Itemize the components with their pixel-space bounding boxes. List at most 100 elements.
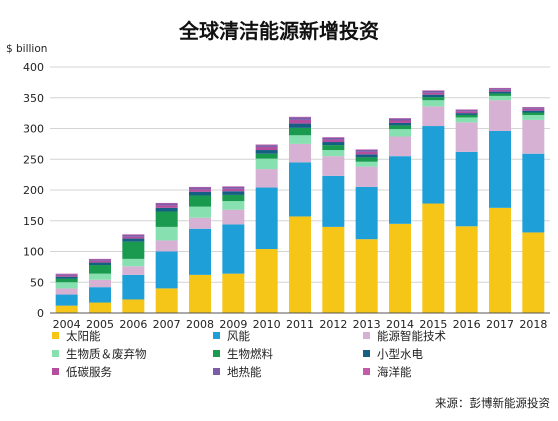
bar-segment <box>455 151 478 227</box>
x-tick-label: 2015 <box>419 318 447 331</box>
bar-segment <box>522 106 545 108</box>
bar-segment <box>289 117 311 120</box>
bar-segment <box>322 139 345 143</box>
bar-segment <box>389 129 411 137</box>
bar-segment <box>355 239 378 313</box>
bar-stack <box>189 186 211 313</box>
bar-segment <box>422 97 445 101</box>
legend-item: 海洋能 <box>363 365 412 379</box>
x-tick-label: 2010 <box>253 318 281 331</box>
bar-segment <box>455 109 478 111</box>
bar-segment <box>289 123 311 128</box>
bar-segment <box>322 175 345 227</box>
bar-segment <box>455 111 478 114</box>
bar-segment <box>455 113 478 115</box>
y-tick-label: 250 <box>23 153 44 166</box>
legend-label: 生物质＆废弃物 <box>66 347 147 361</box>
x-tick-label: 2016 <box>453 318 481 331</box>
bar-segment <box>222 188 245 192</box>
x-tick-label: 2014 <box>386 318 414 331</box>
bar-segment <box>155 251 178 289</box>
bar-stack <box>89 258 111 313</box>
bar-segment <box>189 187 211 190</box>
bar-segment <box>489 91 511 94</box>
legend-label: 能源智能技术 <box>377 329 446 343</box>
bar-stack <box>455 109 478 313</box>
bar-segment <box>55 282 78 289</box>
y-tick-label: 200 <box>23 184 44 197</box>
bar-segment <box>289 143 311 163</box>
bar-segment <box>222 209 245 225</box>
bar-segment <box>389 122 411 126</box>
legend-swatch <box>363 332 370 339</box>
bar-segment <box>455 226 478 313</box>
bar-segment <box>155 240 178 252</box>
stacked-bars <box>55 87 545 313</box>
x-tick-label: 2008 <box>186 318 214 331</box>
bar-segment <box>389 118 411 121</box>
x-tick-label: 2007 <box>153 318 181 331</box>
y-axis-ticks: 0 50 100 150 200 250 300 350 400 <box>23 61 44 320</box>
legend-swatch <box>52 332 59 339</box>
bar-segment <box>55 294 78 306</box>
y-tick-label: 300 <box>23 123 44 136</box>
x-tick-label: 2005 <box>86 318 114 331</box>
bar-segment <box>322 145 345 151</box>
bar-segment <box>322 137 345 138</box>
bar-segment <box>389 136 411 157</box>
y-tick-label: 0 <box>37 307 44 320</box>
bar-stack <box>355 149 378 313</box>
bar-segment <box>189 228 211 275</box>
bar-segment <box>489 87 511 89</box>
bar-segment <box>422 90 445 91</box>
bar-segment <box>155 288 178 313</box>
legend-swatch <box>52 368 59 375</box>
legend-item: 生物质＆废弃物 <box>52 347 147 361</box>
bar-segment <box>422 126 445 204</box>
bar-stack <box>522 106 545 313</box>
y-axis-unit-label: $ billion <box>6 43 47 55</box>
bar-segment <box>255 153 278 159</box>
y-tick-label: 150 <box>23 215 44 228</box>
bar-segment <box>389 125 411 130</box>
legend-item: 太阳能 <box>52 329 101 343</box>
bar-segment <box>389 120 411 123</box>
bar-segment <box>289 216 311 313</box>
bar-segment <box>122 238 145 242</box>
bar-segment <box>489 130 511 208</box>
bar-segment <box>522 153 545 233</box>
bar-segment <box>89 260 111 263</box>
bar-segment <box>122 274 145 300</box>
bar-segment <box>355 157 378 162</box>
bar-stack <box>155 202 178 313</box>
bar-segment <box>255 145 278 147</box>
x-tick-label: 2017 <box>486 318 514 331</box>
bar-segment <box>522 108 545 111</box>
legend-label: 地热能 <box>227 365 262 379</box>
bar-segment <box>355 161 378 167</box>
bar-segment <box>355 154 378 158</box>
bar-segment <box>222 186 245 189</box>
bar-segment <box>189 274 211 313</box>
bar-segment <box>355 166 378 187</box>
bar-segment <box>355 149 378 151</box>
bar-segment <box>255 144 278 146</box>
bar-segment <box>155 211 178 227</box>
bar-segment <box>255 187 278 250</box>
legend-swatch <box>52 350 59 357</box>
bar-segment <box>55 273 78 275</box>
bar-segment <box>522 119 545 154</box>
bar-stack <box>289 116 311 313</box>
bar-segment <box>422 92 445 95</box>
y-tick-label: 100 <box>23 246 44 259</box>
legend-label: 低碳服务 <box>66 365 112 379</box>
bar-segment <box>455 117 478 123</box>
bar-segment <box>255 249 278 313</box>
bar-stack <box>389 118 411 313</box>
legend-item: 低碳服务 <box>52 365 112 379</box>
source-note: 来源：彭博新能源投资 <box>435 396 550 410</box>
bar-segment <box>322 150 345 157</box>
bar-segment <box>455 114 478 118</box>
bar-segment <box>489 93 511 96</box>
